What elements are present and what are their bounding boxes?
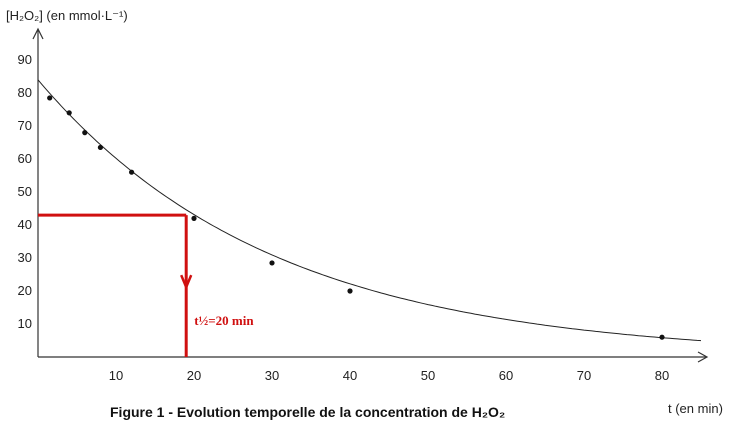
data-points	[47, 95, 665, 340]
data-point	[191, 215, 197, 221]
data-point	[82, 130, 88, 136]
y-tick-label: 30	[18, 250, 32, 265]
data-point	[129, 169, 135, 175]
y-tick-label: 70	[18, 118, 32, 133]
y-axis-label: [H₂O₂] (en mmol·L⁻¹)	[6, 8, 128, 23]
x-tick-label: 70	[577, 368, 591, 383]
data-point	[47, 95, 53, 101]
fit-curve	[37, 79, 702, 342]
y-tick-label: 20	[18, 283, 32, 298]
x-axis-label: t (en min)	[668, 401, 723, 416]
x-tick-label: 60	[499, 368, 513, 383]
half-life-annotation: t½=20 min	[38, 213, 254, 357]
data-point	[66, 110, 72, 116]
y-tick-label: 90	[18, 52, 32, 67]
x-axis-arrow	[697, 351, 709, 363]
half-life-arrow	[180, 274, 193, 291]
y-tick-label: 50	[18, 184, 32, 199]
fit-curve-layer	[37, 79, 702, 342]
x-tick-label: 30	[265, 368, 279, 383]
y-tick-label: 60	[18, 151, 32, 166]
data-point	[659, 334, 665, 340]
y-axis-arrow	[32, 27, 44, 40]
x-tick-label: 40	[343, 368, 357, 383]
figure-caption: Figure 1 - Evolution temporelle de la co…	[110, 404, 505, 420]
data-point	[97, 144, 103, 151]
data-point	[269, 260, 275, 266]
tick-labels: 10 20 30 40 50 60 70 80 10 20 30 40 50 60 70 80 90	[18, 52, 670, 383]
x-tick-label: 80	[655, 368, 669, 383]
x-tick-label: 10	[109, 368, 123, 383]
half-life-label: t½=20 min	[194, 313, 254, 328]
y-tick-label: 40	[18, 217, 32, 232]
axes	[32, 27, 709, 363]
x-tick-label: 20	[187, 368, 201, 383]
x-tick-label: 50	[421, 368, 435, 383]
data-point	[347, 288, 353, 294]
y-tick-label: 10	[18, 316, 32, 331]
y-tick-label: 80	[18, 85, 32, 100]
